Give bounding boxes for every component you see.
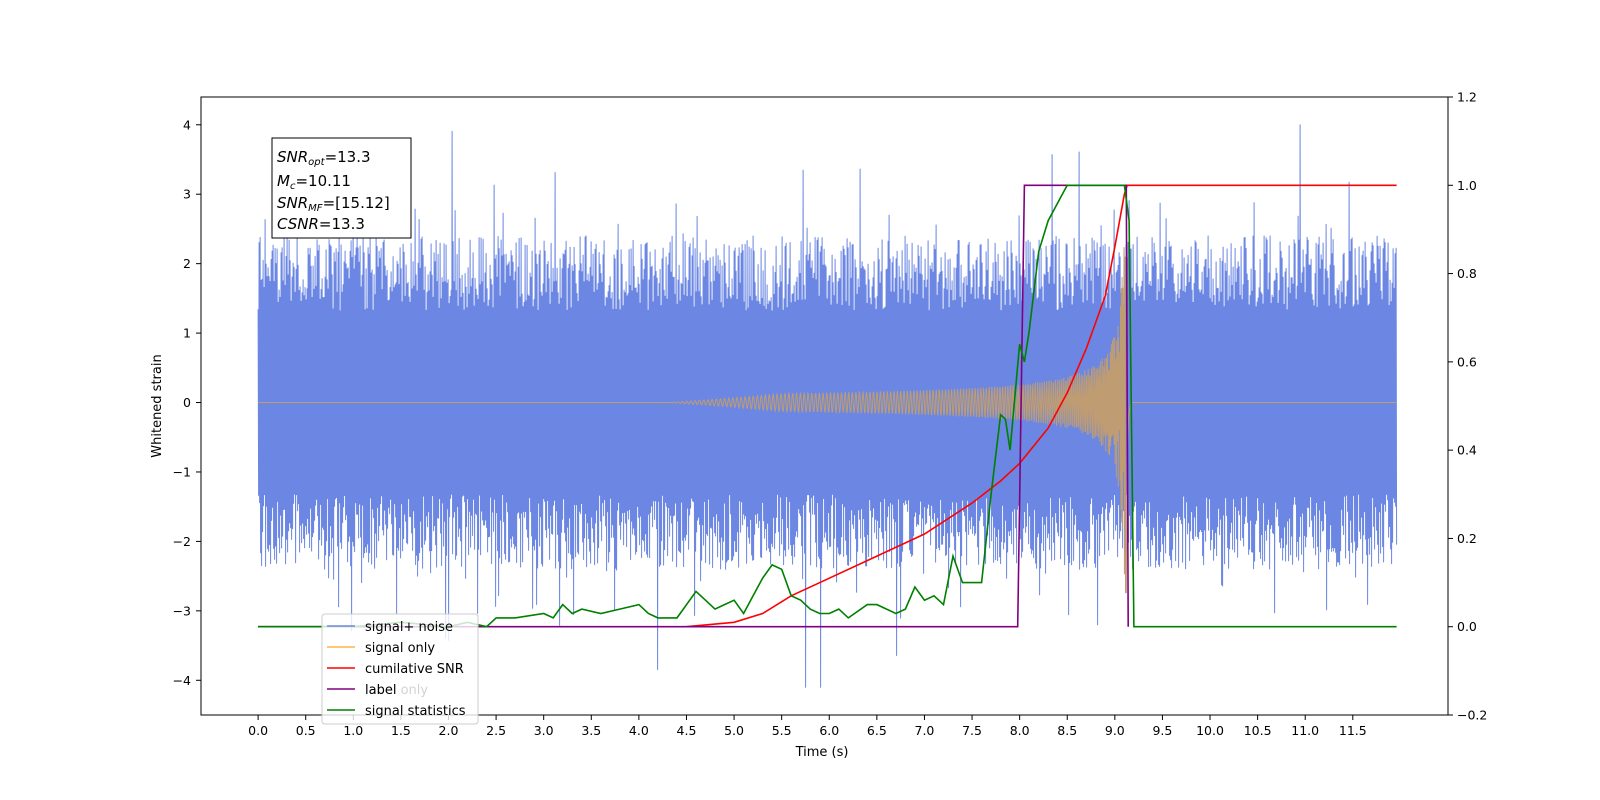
x-tick-label: 2.0 <box>439 723 459 738</box>
legend-frame <box>321 613 479 725</box>
x-tick-label: 8.5 <box>1057 723 1077 738</box>
x-tick-label: 6.0 <box>819 723 839 738</box>
series-signal-statistics <box>258 184 1397 628</box>
x-tick-label: 9.0 <box>1105 723 1125 738</box>
legend-label-label-only-hidden: label only <box>365 683 428 698</box>
y-right-tick-label: 0.4 <box>1457 443 1477 458</box>
legend-label-cumilative-snr: cumilative SNR <box>365 662 464 677</box>
x-tick-label: 0.5 <box>296 723 316 738</box>
y-left-tick-label: −3 <box>173 603 191 618</box>
x-tick-label: 3.0 <box>534 723 554 738</box>
y-left-tick-label: −4 <box>173 673 191 688</box>
y-right-tick-label: 1.2 <box>1457 90 1477 105</box>
x-tick-label: 6.5 <box>867 723 887 738</box>
legend: signal+ noise signal only cumilative SNR… <box>321 613 479 725</box>
legend-label-signal-plus-noise: signal+ noise <box>365 620 453 635</box>
legend-label-signal-only: signal only <box>365 641 435 656</box>
y-left-tick-label: 0 <box>183 395 191 410</box>
info-box-frame <box>271 137 412 239</box>
series-signal-only <box>258 247 1397 594</box>
series-signal-plus-noise <box>257 124 1398 688</box>
y-right-axis-ticks: 1.2 1.0 0.8 0.6 0.4 0.2 0.0 −0.2 <box>1448 90 1487 723</box>
y-left-tick-label: 1 <box>183 326 191 341</box>
x-tick-label: 9.5 <box>1152 723 1172 738</box>
info-box: SNRopt=13.3 Mc=10.11 SNRMF=[15.12] CSNR=… <box>271 137 412 239</box>
x-tick-label: 10.5 <box>1244 723 1272 738</box>
x-tick-label: 1.0 <box>343 723 363 738</box>
y-right-tick-label: 0.0 <box>1457 619 1477 634</box>
x-axis-label: Time (s) <box>795 745 849 760</box>
x-tick-label: 5.0 <box>724 723 744 738</box>
info-line-csnr: CSNR=13.3 <box>277 215 365 233</box>
x-tick-label: 11.0 <box>1291 723 1319 738</box>
plot-frame <box>200 96 1449 716</box>
y-right-tick-label: 0.6 <box>1457 354 1477 369</box>
x-tick-label: 11.5 <box>1339 723 1367 738</box>
series-label <box>258 184 1129 628</box>
x-axis-ticks: 0.0 0.5 1.0 1.5 2.0 2.5 3.0 3.5 4.0 4.5 5.0 5.5 6.0 6… <box>248 715 1367 738</box>
y-left-axis-ticks: 4 3 2 1 0 −1 −2 −3 −4 <box>173 117 201 688</box>
y-axis-label: Whitened strain <box>150 354 165 457</box>
y-left-tick-label: 3 <box>183 187 191 202</box>
legend-label-signal-statistics: signal statistics <box>365 704 466 719</box>
y-left-tick-label: −1 <box>173 464 191 479</box>
x-tick-label: 8.0 <box>1010 723 1030 738</box>
info-line-snr-mf: SNRMF=[15.12] <box>277 194 390 214</box>
x-tick-label: 7.5 <box>962 723 982 738</box>
x-tick-label: 3.5 <box>581 723 601 738</box>
x-tick-label: 0.0 <box>248 723 268 738</box>
info-line-snr-opt: SNRopt=13.3 <box>277 148 371 168</box>
x-tick-label: 10.0 <box>1196 723 1224 738</box>
x-tick-label: 1.5 <box>391 723 411 738</box>
y-right-tick-label: 0.2 <box>1457 531 1477 546</box>
x-tick-label: 2.5 <box>486 723 506 738</box>
y-left-tick-label: −2 <box>173 534 191 549</box>
y-right-tick-label: −0.2 <box>1457 708 1487 723</box>
legend-label-label: label <box>365 683 396 698</box>
y-right-tick-label: 1.0 <box>1457 178 1477 193</box>
x-tick-label: 5.5 <box>772 723 792 738</box>
y-right-tick-label: 0.8 <box>1457 266 1477 281</box>
info-line-mc: Mc=10.11 <box>277 172 351 192</box>
y-left-tick-label: 2 <box>183 256 191 271</box>
x-tick-label: 7.0 <box>915 723 935 738</box>
y-left-tick-label: 4 <box>183 117 191 132</box>
x-tick-label: 4.5 <box>677 723 697 738</box>
x-tick-label: 4.0 <box>629 723 649 738</box>
